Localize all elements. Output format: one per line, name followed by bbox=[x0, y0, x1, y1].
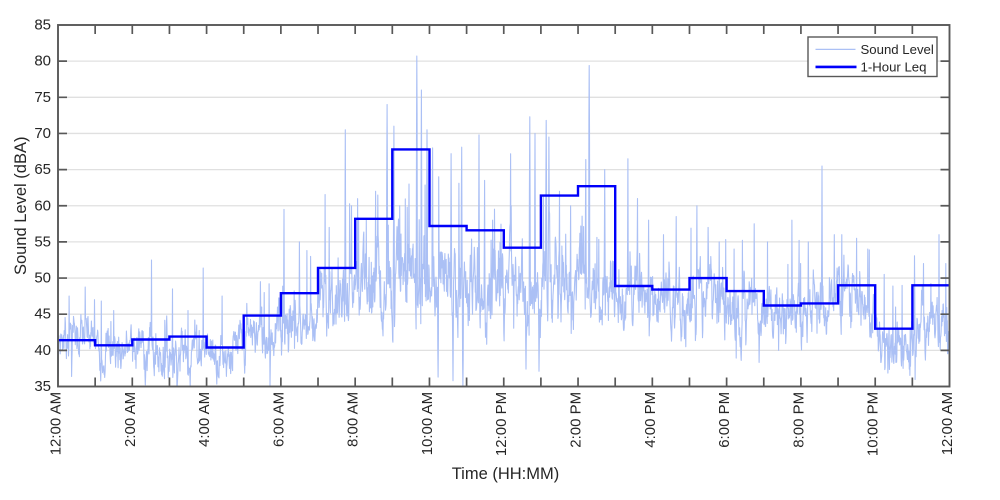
svg-text:55: 55 bbox=[34, 233, 51, 250]
svg-text:40: 40 bbox=[34, 342, 51, 359]
svg-text:75: 75 bbox=[34, 89, 51, 106]
svg-text:12:00 AM: 12:00 AM bbox=[939, 392, 956, 455]
svg-text:6:00 PM: 6:00 PM bbox=[716, 392, 733, 448]
svg-text:8:00 PM: 8:00 PM bbox=[790, 392, 807, 448]
svg-text:80: 80 bbox=[34, 53, 51, 70]
svg-text:60: 60 bbox=[34, 197, 51, 214]
svg-text:2:00 AM: 2:00 AM bbox=[122, 392, 139, 447]
svg-text:Sound Level: Sound Level bbox=[861, 42, 934, 57]
svg-text:70: 70 bbox=[34, 125, 51, 142]
svg-text:8:00 AM: 8:00 AM bbox=[345, 392, 362, 447]
svg-text:50: 50 bbox=[34, 270, 51, 287]
svg-text:Sound Level (dBA): Sound Level (dBA) bbox=[12, 137, 30, 276]
svg-text:12:00 AM: 12:00 AM bbox=[48, 392, 65, 455]
svg-text:35: 35 bbox=[34, 378, 51, 395]
svg-text:10:00 AM: 10:00 AM bbox=[419, 392, 436, 455]
svg-text:Time (HH:MM): Time (HH:MM) bbox=[452, 465, 560, 483]
svg-text:2:00 PM: 2:00 PM bbox=[568, 392, 585, 448]
svg-text:12:00 PM: 12:00 PM bbox=[493, 392, 510, 456]
svg-text:6:00 AM: 6:00 AM bbox=[270, 392, 287, 447]
svg-text:4:00 PM: 4:00 PM bbox=[642, 392, 659, 448]
svg-text:1-Hour Leq: 1-Hour Leq bbox=[861, 59, 927, 74]
svg-text:45: 45 bbox=[34, 306, 51, 323]
svg-text:65: 65 bbox=[34, 161, 51, 178]
svg-text:4:00 AM: 4:00 AM bbox=[196, 392, 213, 447]
svg-text:10:00 PM: 10:00 PM bbox=[865, 392, 882, 456]
svg-text:85: 85 bbox=[34, 17, 51, 34]
